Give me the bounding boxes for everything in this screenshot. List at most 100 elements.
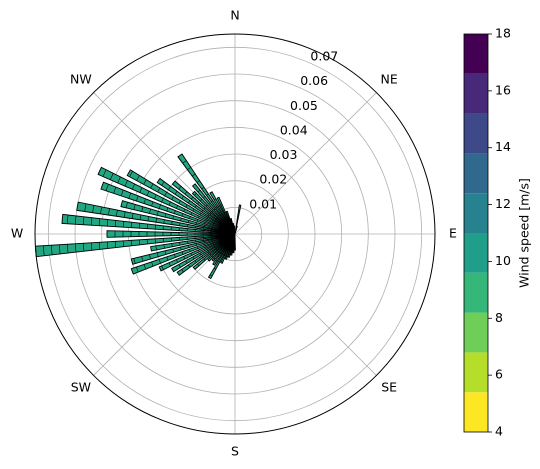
wind-bar <box>130 233 236 265</box>
wind-bar-segment <box>222 223 224 225</box>
wind-bar-segment <box>182 160 187 164</box>
colorbar-tick-label: 8 <box>495 310 503 325</box>
wind-bar-segment <box>224 245 226 247</box>
wind-bar-segment <box>195 222 197 225</box>
colorbar-swatch <box>464 193 488 233</box>
wind-bar-segment <box>122 240 125 247</box>
wind-bar-segment <box>213 208 216 211</box>
wind-bar-segment <box>222 254 224 256</box>
wind-bar-segment <box>139 187 143 193</box>
direction-labels: N NE E SE S SW W NW <box>11 8 457 459</box>
wind-bar-segment <box>197 263 200 267</box>
wind-bar-segment <box>181 195 184 199</box>
wind-bar-segment <box>212 223 214 225</box>
wind-bar-segment <box>211 255 214 258</box>
wind-bar-segment <box>141 206 144 212</box>
wind-bar-segment <box>143 179 147 185</box>
wind-bar <box>130 233 236 275</box>
wind-bar-segment <box>201 210 204 213</box>
wind-bar-segment <box>59 244 61 254</box>
grid-spoke <box>234 233 377 376</box>
wind-bar-segment <box>199 198 203 202</box>
wind-bar-segment <box>201 187 205 190</box>
wind-bar-segment <box>143 198 146 204</box>
colorbar-swatch <box>464 34 488 74</box>
wind-bar-segment <box>105 184 109 191</box>
wind-bar-segment <box>106 241 109 249</box>
colorbar-frame <box>463 33 489 433</box>
wind-bar-segment <box>220 213 222 215</box>
wind-bar-segment <box>194 205 197 208</box>
wind-bar-segment <box>181 269 184 273</box>
colorbar-swatch <box>464 392 488 432</box>
wind-bar-segment <box>123 211 126 218</box>
wind-bar-segment <box>172 248 174 253</box>
colorbar-swatch <box>464 233 488 273</box>
wind-bar-segment <box>155 217 157 223</box>
wind-bar-segment <box>158 204 161 209</box>
colorbar-tick-label: 10 <box>495 253 511 268</box>
wind-bar <box>97 166 236 235</box>
wind-bar <box>76 201 236 235</box>
wind-bar-segment <box>150 183 154 189</box>
wind-bar-segment <box>205 246 207 249</box>
colorbar-swatch <box>464 73 488 114</box>
wind-bar-segment <box>116 210 118 217</box>
wind-bar-segment <box>82 243 85 252</box>
wind-bar-segment <box>133 204 136 210</box>
wind-bar-segment <box>194 193 197 196</box>
wind-bar <box>191 183 236 235</box>
wind-bar-segment <box>197 201 200 205</box>
wind-bar-segment <box>178 186 182 190</box>
wind-bar-segment <box>161 198 164 203</box>
direction-label-sw: SW <box>71 380 91 395</box>
wind-bar-segment <box>110 173 114 180</box>
wind-bar-segment <box>212 243 214 245</box>
colorbar-swatch <box>464 272 488 313</box>
wind-bar-segment <box>179 242 181 246</box>
direction-label-ne: NE <box>381 71 398 86</box>
wind-bar-segment <box>114 241 117 248</box>
colorbar-tick-label: 14 <box>495 139 511 154</box>
wind-bar-segment <box>208 251 210 254</box>
wind-bar-segment <box>181 213 184 217</box>
wind-bar-segment <box>51 245 53 255</box>
wind-bar-segment <box>194 260 197 263</box>
grid-spoke <box>234 92 377 235</box>
wind-bar-segment <box>203 258 206 261</box>
wind-bar-segment <box>196 246 199 249</box>
radial-tick-label: 0.07 <box>310 49 338 64</box>
wind-bar-segment <box>136 195 139 202</box>
wind-bar-segment <box>198 249 200 252</box>
wind-bar-segment <box>223 222 225 224</box>
radial-tick-labels: 0.01 0.02 0.03 0.04 0.05 0.06 0.07 <box>249 49 338 212</box>
wind-bar-segment <box>106 219 109 227</box>
wind-bar-segment <box>188 200 191 204</box>
wind-bar-segment <box>202 196 206 199</box>
wind-bar-segment <box>205 219 207 222</box>
wind-bar-segment <box>217 216 219 218</box>
wind-bar-segment <box>67 244 69 254</box>
wind-bar-segment <box>220 253 222 255</box>
wind-bar-segment <box>214 247 216 249</box>
wind-bar-segment <box>217 250 219 252</box>
wind-bar-segment <box>164 213 167 218</box>
wind-bar-segment <box>114 220 117 227</box>
wind-bar-segment <box>141 256 144 262</box>
wind-bar-segment <box>163 244 165 249</box>
wind-bar-segment <box>224 221 226 223</box>
wind-bar <box>211 233 236 262</box>
wind-bar-segment <box>199 252 202 256</box>
colorbar: 4 6 8 10 12 14 16 18 <box>463 26 511 439</box>
direction-label-e: E <box>449 226 457 241</box>
wind-bar-segment <box>90 242 93 251</box>
wind-bar <box>207 233 236 280</box>
wind-bar-segment <box>190 196 194 200</box>
wind-bar-segment <box>98 242 101 250</box>
wind-bar-segment <box>108 208 110 216</box>
wind-bar-segment <box>213 245 215 247</box>
wind-bar-segment <box>164 192 168 196</box>
wind-bar-segment <box>67 214 69 224</box>
colorbar-tick-label: 6 <box>495 367 503 382</box>
